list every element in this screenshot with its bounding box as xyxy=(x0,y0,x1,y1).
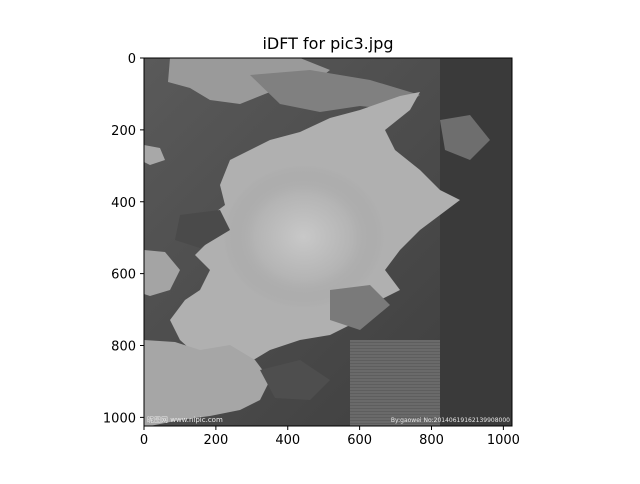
image-watermark-right: By:gaowei No:20140619162139908000 xyxy=(391,417,510,424)
image-area: 昵图网 www.nipic.com By:gaowei No:201406191… xyxy=(144,58,512,426)
image-region-right-dark xyxy=(440,58,512,426)
image-region-dark-blotch-1 xyxy=(175,210,230,248)
image-region-left-patch-upper xyxy=(144,145,165,165)
x-tick-label: 600 xyxy=(347,433,372,448)
axes-frame xyxy=(143,57,513,427)
y-axis: 0 200 400 600 800 1000 xyxy=(103,52,144,426)
image-region-bottom-left xyxy=(144,340,270,426)
image-region-dark-blotch-2 xyxy=(330,285,390,330)
image-region-left-patch-lower xyxy=(144,250,180,296)
y-tick-label: 800 xyxy=(111,340,136,355)
image-region-bottom-stripes xyxy=(350,340,440,426)
y-tick-label: 1000 xyxy=(103,411,136,426)
chart-title: iDFT for pic3.jpg xyxy=(262,34,393,53)
y-tick-label: 0 xyxy=(128,52,136,67)
image-region-dark-blotch-3 xyxy=(260,360,330,400)
x-tick-label: 400 xyxy=(275,433,300,448)
image-region-right-light xyxy=(440,115,490,160)
x-tick-label: 800 xyxy=(419,433,444,448)
y-tick-label: 200 xyxy=(111,124,136,139)
x-axis: 0 200 400 600 800 1000 xyxy=(140,426,520,448)
x-tick-label: 1000 xyxy=(487,433,520,448)
y-tick-label: 400 xyxy=(111,196,136,211)
x-tick-label: 200 xyxy=(203,433,228,448)
image-region-top-cloud xyxy=(168,58,330,104)
x-tick-label: 0 xyxy=(140,433,148,448)
image-region-center-glow xyxy=(210,160,390,320)
image-region-top-mid xyxy=(250,70,420,112)
image-watermark-left: 昵图网 www.nipic.com xyxy=(147,416,223,424)
y-tick-label: 600 xyxy=(111,268,136,283)
